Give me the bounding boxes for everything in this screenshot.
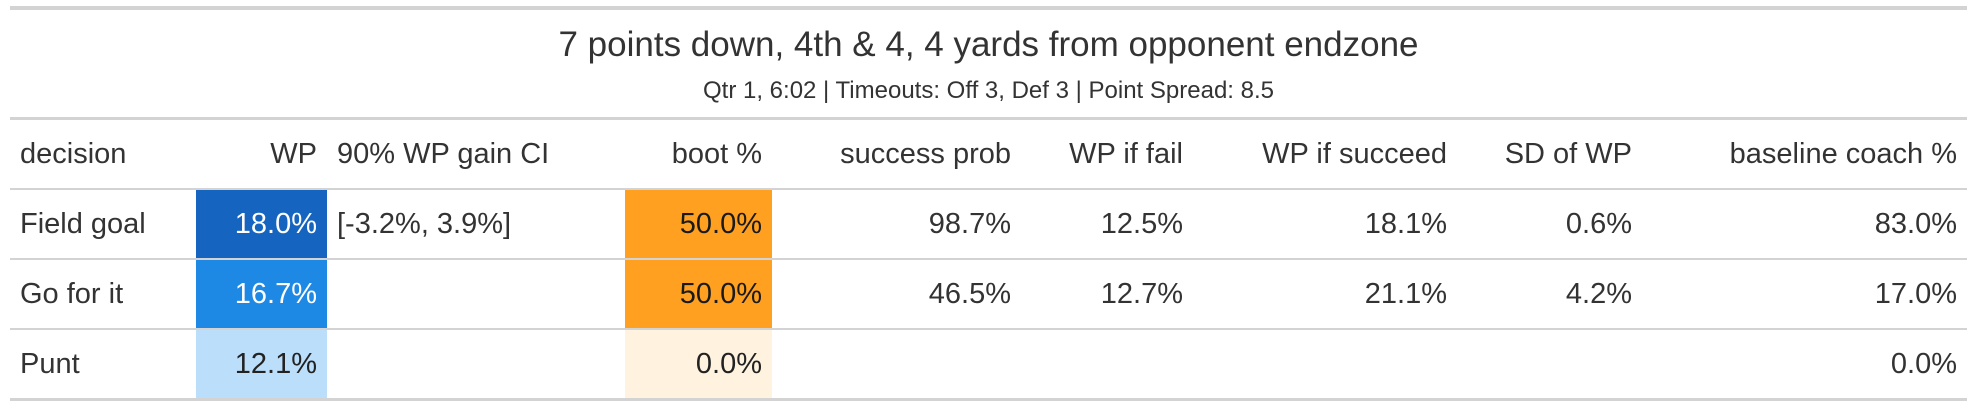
header-rule xyxy=(10,117,1967,120)
cell-sd-of-wp xyxy=(1457,329,1642,401)
cell-boot: 50.0% xyxy=(625,259,772,330)
cell-ci xyxy=(327,329,625,401)
cell-sd-of-wp: 0.6% xyxy=(1457,189,1642,260)
cell-wp: 18.0% xyxy=(196,189,327,260)
cell-baseline-coach: 17.0% xyxy=(1642,259,1967,330)
cell-wp-if-succeed: 18.1% xyxy=(1193,189,1457,260)
table-row: Field goal 18.0% [-3.2%, 3.9%] 50.0% 98.… xyxy=(10,189,1967,260)
cell-decision: Punt xyxy=(10,329,196,401)
col-header-success-prob: success prob xyxy=(772,120,1021,190)
col-header-ci: 90% WP gain CI xyxy=(327,120,625,190)
table-subtitle: Qtr 1, 6:02 | Timeouts: Off 3, Def 3 | P… xyxy=(703,77,1274,104)
cell-wp: 12.1% xyxy=(196,329,327,401)
decision-table: decision WP 90% WP gain CI boot % succes… xyxy=(10,120,1967,401)
cell-decision: Go for it xyxy=(10,259,196,330)
table-title: 7 points down, 4th & 4, 4 yards from opp… xyxy=(558,25,1419,64)
table-row: Punt 12.1% 0.0% 0.0% xyxy=(10,329,1967,401)
col-header-sd-of-wp: SD of WP xyxy=(1457,120,1642,190)
cell-success-prob: 46.5% xyxy=(772,259,1021,330)
header-row: decision WP 90% WP gain CI boot % succes… xyxy=(10,120,1967,190)
cell-wp: 16.7% xyxy=(196,259,327,330)
cell-boot: 50.0% xyxy=(625,189,772,260)
col-header-wp-if-fail: WP if fail xyxy=(1021,120,1193,190)
cell-decision: Field goal xyxy=(10,189,196,260)
col-header-decision: decision xyxy=(10,120,196,190)
cell-wp-if-succeed xyxy=(1193,329,1457,401)
col-header-baseline-coach: baseline coach % xyxy=(1642,120,1967,190)
cell-wp-if-fail xyxy=(1021,329,1193,401)
cell-success-prob xyxy=(772,329,1021,401)
cell-ci: [-3.2%, 3.9%] xyxy=(327,189,625,260)
cell-wp-if-succeed: 21.1% xyxy=(1193,259,1457,330)
cell-sd-of-wp: 4.2% xyxy=(1457,259,1642,330)
cell-baseline-coach: 83.0% xyxy=(1642,189,1967,260)
col-header-wp: WP xyxy=(196,120,327,190)
cell-boot: 0.0% xyxy=(625,329,772,401)
col-header-wp-if-succeed: WP if succeed xyxy=(1193,120,1457,190)
top-rule xyxy=(10,6,1967,10)
cell-baseline-coach: 0.0% xyxy=(1642,329,1967,401)
table-row: Go for it 16.7% 50.0% 46.5% 12.7% 21.1% … xyxy=(10,259,1967,330)
cell-success-prob: 98.7% xyxy=(772,189,1021,260)
col-header-boot: boot % xyxy=(625,120,772,190)
cell-ci xyxy=(327,259,625,330)
cell-wp-if-fail: 12.5% xyxy=(1021,189,1193,260)
cell-wp-if-fail: 12.7% xyxy=(1021,259,1193,330)
